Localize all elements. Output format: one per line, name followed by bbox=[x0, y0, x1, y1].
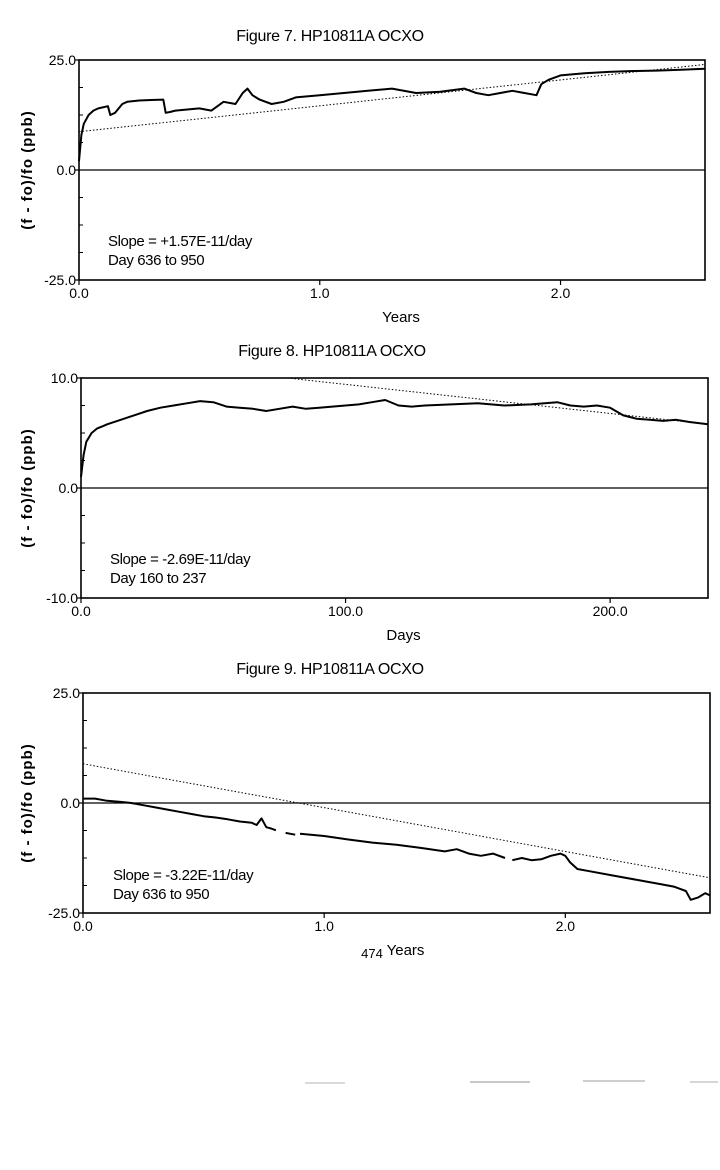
x-tick-label: 200.0 bbox=[593, 603, 628, 619]
data-series-line bbox=[78, 67, 706, 162]
data-series-line bbox=[80, 399, 709, 478]
data-series-line bbox=[299, 832, 506, 859]
trend-line bbox=[82, 763, 711, 879]
y-axis-label: (f - fo)/fo (ppb) bbox=[19, 110, 36, 229]
x-axis-label: Days bbox=[386, 627, 420, 644]
x-tick-label: 1.0 bbox=[314, 918, 334, 934]
x-tick-label: 100.0 bbox=[328, 603, 363, 619]
x-tick-label: 0.0 bbox=[73, 918, 93, 934]
page-number: 474 bbox=[361, 946, 383, 961]
slope-annotation: Slope = -2.69E-11/day bbox=[110, 551, 251, 568]
x-axis-label: Years bbox=[387, 942, 425, 959]
data-series-line bbox=[512, 852, 711, 901]
y-tick-label: 0.0 bbox=[59, 480, 79, 496]
y-tick-label: 10.0 bbox=[51, 370, 78, 386]
y-axis-label: (f - fo)/fo (ppb) bbox=[19, 428, 36, 547]
y-tick-label: 25.0 bbox=[49, 52, 76, 68]
x-tick-label: 2.0 bbox=[551, 285, 571, 301]
chart-title: Figure 9. HP10811A OCXO bbox=[236, 661, 424, 678]
data-series-line bbox=[285, 831, 296, 836]
slope-annotation: Slope = +1.57E-11/day bbox=[108, 233, 253, 250]
x-axis-label: Years bbox=[382, 309, 420, 326]
slope-annotation: Slope = -3.22E-11/day bbox=[113, 867, 254, 884]
day-range-annotation: Day 636 to 950 bbox=[113, 886, 209, 903]
y-tick-label: 0.0 bbox=[57, 162, 77, 178]
day-range-annotation: Day 160 to 237 bbox=[110, 570, 206, 587]
x-tick-label: 0.0 bbox=[71, 603, 91, 619]
x-tick-label: 0.0 bbox=[69, 285, 89, 301]
day-range-annotation: Day 636 to 950 bbox=[108, 252, 204, 269]
y-tick-label: -25.0 bbox=[44, 272, 76, 288]
trend-line bbox=[287, 377, 709, 425]
y-axis-label: (f - fo)/fo (ppb) bbox=[19, 743, 36, 862]
chart-title: Figure 7. HP10811A OCXO bbox=[236, 28, 424, 45]
y-tick-label: 25.0 bbox=[53, 685, 80, 701]
data-series-line bbox=[83, 797, 277, 832]
scan-smudges bbox=[305, 1080, 718, 1084]
x-tick-label: 2.0 bbox=[556, 918, 576, 934]
y-tick-label: -25.0 bbox=[48, 905, 80, 921]
chart-title: Figure 8. HP10811A OCXO bbox=[238, 343, 426, 360]
y-tick-label: 0.0 bbox=[61, 795, 81, 811]
y-tick-label: -10.0 bbox=[46, 590, 78, 606]
trend-line bbox=[78, 63, 706, 133]
x-tick-label: 1.0 bbox=[310, 285, 330, 301]
